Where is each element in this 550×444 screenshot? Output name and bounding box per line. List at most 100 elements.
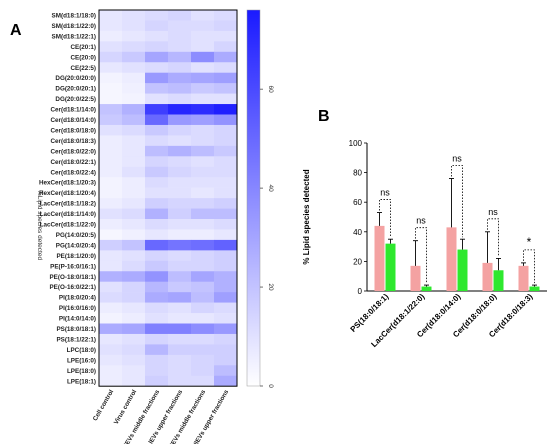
heatmap-cell (214, 51, 238, 63)
heatmap-cell (145, 365, 169, 377)
significance-label: ns (452, 154, 462, 164)
bar-chart: % Lipid species detected 0 20 40 60 80 100 ns… (302, 139, 547, 349)
heatmap-cell (168, 344, 192, 356)
heatmap-row-label: SM(d18:1/22:1) (52, 33, 96, 40)
heatmap-cell (191, 72, 215, 84)
heatmap-cell (214, 333, 238, 345)
bar-y-tick-label: 80 (353, 169, 362, 178)
heatmap-cell (99, 177, 123, 188)
heatmap-cell (99, 124, 123, 136)
heatmap-cell (214, 72, 238, 84)
heatmap-cell (191, 208, 215, 220)
heatmap-cell (191, 229, 215, 241)
heatmap-cell (191, 313, 215, 324)
heatmap-cell (191, 51, 215, 63)
heatmap-cell (168, 83, 192, 94)
heatmap-cell (168, 93, 192, 105)
heatmap-cell (99, 323, 123, 335)
heatmap-cell (99, 250, 123, 262)
heatmap-cell (214, 41, 238, 53)
heatmap-cell (99, 260, 123, 272)
heatmap-cell (214, 354, 238, 366)
heatmap-cell (122, 250, 146, 262)
heatmap-cell (145, 250, 169, 262)
heatmap-cell (214, 198, 238, 209)
heatmap-row-label: LacCer(d18:1/14:0) (40, 211, 96, 218)
heatmap-cell (99, 208, 123, 220)
heatmap-row-label: HexCer(d18:1/20:4) (39, 190, 96, 197)
heatmap-cell (168, 271, 192, 282)
heatmap-cell (191, 302, 215, 314)
heatmap-cell (214, 292, 238, 303)
heatmap-cell (168, 354, 192, 366)
heatmap-cell (122, 93, 146, 105)
colorbar-tick-label: 20 (267, 283, 274, 291)
heatmap-cell (145, 187, 169, 199)
heatmap-cell (145, 229, 169, 241)
heatmap-cell (122, 260, 146, 272)
heatmap-cell (168, 104, 192, 115)
heatmap-column-label: Cell control (92, 388, 116, 422)
heatmap-cell (99, 135, 123, 147)
significance-label: * (527, 235, 532, 249)
heatmap-cell (145, 271, 169, 282)
bar (518, 265, 529, 291)
bar (493, 270, 504, 291)
heatmap-row-label: HexCer(d18:1/20:3) (39, 180, 96, 187)
heatmap-cell (99, 41, 123, 53)
bar (482, 262, 493, 291)
heatmap-row-label: PI(18:0/20:4) (59, 295, 96, 302)
heatmap-cell (122, 166, 146, 178)
heatmap-cell (168, 135, 192, 147)
heatmap-cell (122, 292, 146, 303)
heatmap-row-label: DG(20:0/22:5) (55, 96, 96, 103)
heatmap-cell (99, 198, 123, 209)
heatmap-cell (191, 365, 215, 377)
heatmap-row-label: DG(20:0/20:0) (55, 75, 96, 82)
heatmap-row-label: CE(22:5) (70, 65, 96, 72)
heatmap-cell (145, 281, 169, 293)
heatmap-cell (99, 72, 123, 84)
heatmap-cell (214, 10, 238, 21)
heatmap-cell (122, 10, 146, 21)
heatmap-cell (122, 145, 146, 157)
heatmap-row-label: Cer(d18:0/22:1) (51, 159, 97, 166)
heatmap-cell (122, 323, 146, 335)
heatmap-cell (145, 375, 169, 387)
significance-bracket (451, 165, 463, 238)
heatmap-cell (168, 187, 192, 199)
heatmap-cell (145, 83, 169, 94)
panel-label-b: B (318, 108, 330, 125)
heatmap-cell (191, 10, 215, 21)
heatmap-cell (122, 135, 146, 147)
heatmap-row-label: LacCer(d18:1/22:0) (40, 222, 96, 229)
heatmap-cell (122, 208, 146, 220)
heatmap-cell (122, 104, 146, 115)
bar-y-axis-label: % Lipid species detected (302, 169, 311, 264)
bar-y-tick-label: 0 (358, 287, 363, 296)
heatmap-cell (99, 30, 123, 42)
heatmap-cell (168, 375, 192, 387)
colorbar-tick-label: 60 (267, 86, 274, 94)
heatmap-cell (168, 145, 192, 157)
heatmap-cell (168, 208, 192, 220)
heatmap-cell (214, 219, 238, 230)
heatmap-cell (99, 375, 123, 387)
heatmap-cell (191, 281, 215, 293)
significance-bracket (523, 249, 535, 284)
heatmap-cell (99, 10, 123, 21)
heatmap-cell (191, 83, 215, 94)
colorbar-tick-label: 40 (267, 184, 274, 192)
heatmap-cell (145, 72, 169, 84)
heatmap-cell (168, 20, 192, 32)
heatmap-cell (191, 219, 215, 230)
bar (421, 286, 432, 291)
heatmap-cell (99, 156, 123, 168)
heatmap-cell (214, 344, 238, 356)
heatmap-cell (99, 292, 123, 303)
heatmap-cell (99, 20, 123, 32)
heatmap-cell (168, 166, 192, 178)
heatmap-cell (191, 41, 215, 53)
heatmap-cell (214, 177, 238, 188)
significance-label: ns (488, 207, 498, 217)
